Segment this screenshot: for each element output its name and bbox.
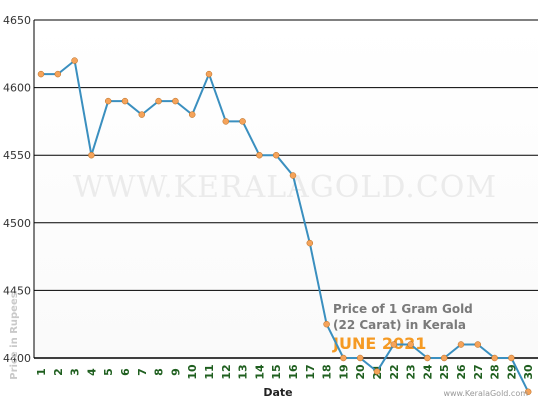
x-tick-label: 14 [253, 364, 266, 380]
x-tick-label: 4 [85, 368, 98, 376]
price-series [37, 57, 532, 396]
y-tick-label: 4600 [3, 82, 31, 95]
x-tick-label: 17 [304, 364, 317, 379]
data-point-1 [37, 70, 45, 78]
y-tick-label: 4550 [3, 149, 31, 162]
data-point-8 [155, 97, 162, 105]
data-point-7 [138, 111, 146, 118]
x-tick-label: 30 [522, 364, 535, 380]
data-point-16 [289, 172, 297, 179]
data-point-23 [407, 341, 414, 348]
data-point-26 [457, 341, 465, 348]
x-tick-label: 8 [153, 368, 166, 376]
x-tick-label: 6 [119, 368, 132, 376]
x-tick-label: 9 [169, 368, 182, 376]
x-tick-label: 29 [505, 364, 518, 379]
x-tick-label: 12 [220, 364, 233, 379]
data-point-5 [104, 97, 112, 105]
annotation-period: JUNE 2021 [332, 334, 426, 353]
watermark-text: WWW.KERALAGOLD.COM [73, 170, 497, 205]
data-point-6 [121, 97, 129, 105]
y-tick-label: 4500 [3, 217, 31, 230]
y-axis-title: Price in Rupees [9, 292, 20, 379]
data-point-15 [272, 151, 280, 159]
y-tick-label: 4450 [3, 284, 31, 297]
x-tick-label: 18 [321, 364, 334, 379]
y-tick-label: 4650 [3, 14, 31, 27]
data-point-17 [306, 239, 314, 247]
x-tick-label: 5 [102, 368, 115, 376]
x-tick-label: 11 [203, 364, 216, 379]
data-point-3 [71, 57, 78, 64]
x-tick-label: 20 [354, 364, 367, 380]
x-tick-label: 16 [287, 364, 300, 380]
x-tick-label: 24 [421, 364, 434, 380]
data-point-18 [323, 320, 330, 328]
x-tick-label: 19 [337, 364, 350, 379]
x-tick-label: 1 [35, 368, 48, 376]
data-point-29 [508, 354, 515, 362]
x-tick-label: 15 [270, 364, 283, 379]
x-tick-label: 7 [136, 368, 149, 376]
y-tick-label: 4400 [3, 352, 31, 365]
x-axis-title: Date [263, 386, 292, 399]
x-tick-label: 25 [438, 364, 451, 379]
data-point-19 [340, 354, 347, 362]
data-point-2 [54, 70, 62, 78]
data-point-30 [524, 388, 532, 396]
axes [33, 20, 538, 359]
x-tick-label: 27 [472, 364, 485, 379]
data-point-13 [239, 118, 246, 125]
data-point-10 [188, 111, 196, 118]
data-point-20 [356, 354, 364, 362]
data-point-11 [205, 70, 213, 78]
x-tick-label: 23 [405, 364, 418, 379]
x-tick-label: 13 [237, 364, 250, 379]
data-point-9 [172, 97, 179, 105]
source-credit: www.KeralaGold.com [443, 389, 528, 398]
data-point-22 [390, 341, 398, 348]
y-tick-labels: 4400 4450 4500 4550 4600 4650 [3, 14, 31, 365]
gridlines [34, 19, 538, 291]
x-tick-label: 26 [455, 364, 468, 380]
data-point-12 [222, 118, 230, 125]
x-tick-labels: 1234567891011121314151617181920212223242… [35, 364, 535, 380]
data-point-25 [440, 354, 448, 362]
x-tick-label: 10 [186, 364, 199, 380]
data-point-24 [424, 354, 431, 362]
x-tick-label: 2 [52, 368, 65, 376]
data-point-27 [474, 341, 482, 348]
annotation-line-1: Price of 1 Gram Gold [333, 302, 473, 316]
plot-area [34, 20, 538, 360]
data-point-4 [88, 151, 95, 159]
annotation-line-2: (22 Carat) in Kerala [333, 318, 466, 332]
x-tick-label: 3 [69, 368, 82, 376]
data-point-28 [491, 354, 498, 362]
x-tick-label: 22 [388, 364, 401, 379]
x-tick-label: 28 [489, 364, 502, 379]
data-point-21 [373, 368, 381, 375]
data-point-14 [256, 151, 263, 159]
